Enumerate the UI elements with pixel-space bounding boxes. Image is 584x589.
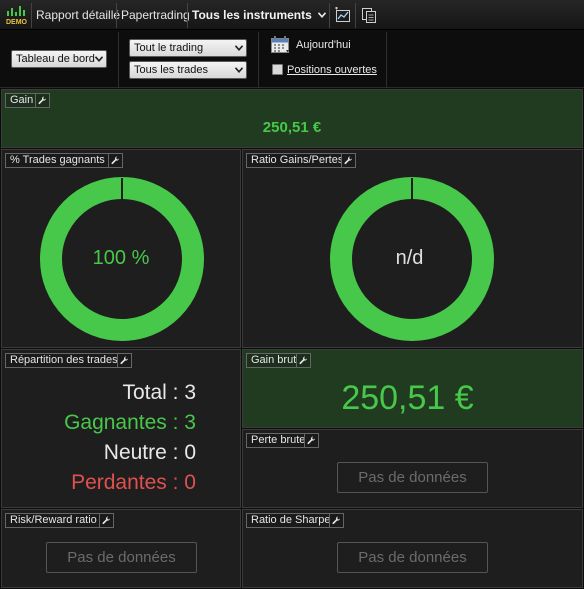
trading-select-value: Tout le trading (134, 42, 204, 54)
losing-trades: Perdantes : 0 (71, 471, 196, 494)
instruments-dropdown[interactable]: Tous les instruments (192, 0, 327, 30)
profit-loss-ratio-panel-title: Ratio Gains/Pertes (246, 153, 349, 168)
gain-panel: Gain 250,51 € (1, 89, 583, 148)
total-trades: Total : 3 (122, 381, 196, 404)
toolbar-separator (187, 3, 188, 28)
toolbar-separator (329, 3, 330, 28)
toolbar-separator (31, 3, 32, 28)
neutral-trades: Neutre : 0 (103, 441, 196, 464)
wrench-icon (344, 156, 353, 165)
risk-reward-panel-title: Risk/Reward ratio (5, 513, 102, 528)
gross-gain-value: 250,51 € (341, 379, 474, 417)
chevron-down-icon (95, 56, 103, 62)
wrench-icon (332, 516, 341, 525)
dashboard-select[interactable]: Tableau de bord (11, 50, 107, 68)
trades-select-value: Tous les trades (134, 64, 208, 76)
win-rate-panel-title: % Trades gagnants (5, 153, 110, 168)
winning-trades: Gagnantes : 3 (64, 411, 196, 434)
dashboard-select-value: Tableau de bord (16, 53, 95, 65)
wrench-icon (307, 436, 316, 445)
sharpe-no-data: Pas de données (337, 542, 488, 573)
win-rate-value: 100 % (92, 247, 150, 269)
logo-text: DEMO (6, 19, 28, 26)
calendar-icon[interactable] (270, 35, 292, 55)
trade-breakdown-panel: Répartition des trades Total : 3 Gagnant… (1, 349, 241, 508)
gain-value: 250,51 € (262, 119, 322, 136)
wrench-icon (38, 96, 47, 105)
win-rate-panel: % Trades gagnants 100 % (1, 149, 241, 348)
copy-icon[interactable] (360, 7, 378, 24)
new-chart-icon[interactable] (334, 7, 352, 24)
gain-panel-title: Gain (5, 93, 39, 108)
gross-loss-settings-button[interactable] (304, 433, 319, 448)
sharpe-settings-button[interactable] (329, 513, 344, 528)
chevron-down-icon (318, 12, 327, 19)
detailed-report-button[interactable]: Rapport détaillé (36, 8, 121, 22)
open-positions-label[interactable]: Positions ouvertes (287, 64, 377, 76)
chevron-down-icon (235, 67, 243, 73)
filter-bar: Tableau de bord Tout le trading Tous les… (0, 30, 584, 88)
filter-separator (386, 32, 387, 88)
top-toolbar: DEMO Rapport détaillé Papertrading Tous … (0, 0, 584, 30)
win-rate-donut-chart (40, 177, 204, 341)
gross-gain-panel-title: Gain brut (246, 353, 302, 368)
toolbar-separator (355, 3, 356, 28)
open-positions-checkbox[interactable] (272, 64, 283, 75)
gain-settings-button[interactable] (35, 93, 50, 108)
chevron-down-icon (235, 45, 243, 51)
toolbar-separator (116, 3, 117, 28)
win-rate-settings-button[interactable] (108, 153, 123, 168)
wrench-icon (299, 356, 308, 365)
profit-loss-ratio-donut-chart (330, 177, 494, 341)
risk-reward-panel: Risk/Reward ratio Pas de données (1, 509, 241, 588)
account-selector[interactable]: Papertrading (121, 8, 190, 22)
trades-select[interactable]: Tous les trades (129, 61, 247, 79)
gross-loss-panel-title: Perte brute (246, 433, 311, 448)
trade-breakdown-settings-button[interactable] (117, 353, 132, 368)
today-button[interactable]: Aujourd'hui (296, 39, 351, 51)
wrench-icon (120, 356, 129, 365)
wrench-icon (111, 156, 120, 165)
gross-gain-panel: Gain brut 250,51 € (242, 349, 583, 428)
filter-separator (118, 32, 119, 88)
profit-loss-ratio-settings-button[interactable] (341, 153, 356, 168)
gross-loss-panel: Perte brute Pas de données (242, 429, 583, 508)
trade-breakdown-panel-title: Répartition des trades (5, 353, 123, 368)
risk-reward-no-data: Pas de données (46, 542, 197, 573)
trading-select[interactable]: Tout le trading (129, 39, 247, 57)
sharpe-panel-title: Ratio de Sharpe (246, 513, 336, 528)
instruments-label: Tous les instruments (192, 8, 312, 22)
filter-separator (258, 32, 259, 88)
profit-loss-ratio-value: n/d (395, 247, 424, 269)
profit-loss-ratio-panel: Ratio Gains/Pertes n/d (242, 149, 583, 348)
sharpe-panel: Ratio de Sharpe Pas de données (242, 509, 583, 588)
gross-loss-no-data: Pas de données (337, 462, 488, 493)
wrench-icon (102, 516, 111, 525)
demo-logo: DEMO (6, 6, 28, 26)
gross-gain-settings-button[interactable] (296, 353, 311, 368)
risk-reward-settings-button[interactable] (99, 513, 114, 528)
